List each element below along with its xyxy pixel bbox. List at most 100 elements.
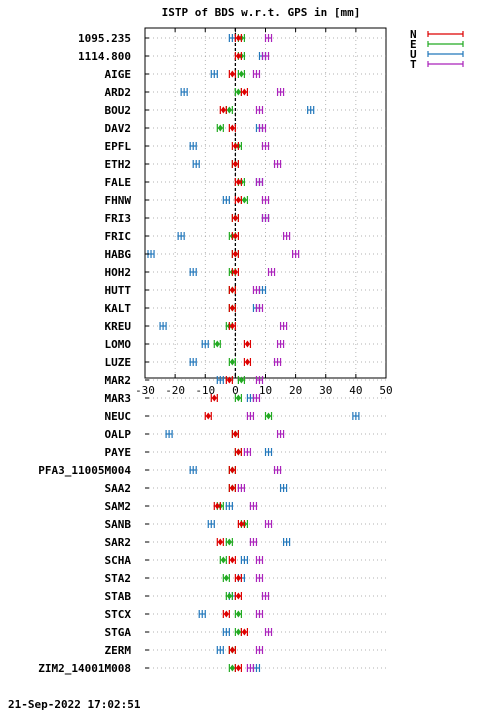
point-N-STAB [234,592,242,600]
svg-text:T: T [410,58,417,71]
point-N-MAR2 [225,376,233,384]
point-U-ZIM2_14001M008 [252,664,261,672]
point-U-MAR2 [216,376,224,384]
point-T-SAM2 [249,502,258,510]
point-N-SAM2 [213,502,221,510]
point-N-1095.235 [234,34,242,42]
point-E-DAV2 [216,124,224,132]
point-N-STGA [240,628,249,636]
point-E-STAB [225,592,233,600]
point-N-ETH2 [231,160,239,168]
station-label: HUTT [105,284,132,297]
point-T-PFA3_11005M004 [273,466,282,474]
svg-text:E: E [410,38,417,51]
legend-entry-N: N [410,28,464,41]
point-T-STAB [261,592,270,600]
point-U-KREU [159,322,167,330]
x-tick-label: -30 [135,384,155,397]
station-label: ZERM [105,644,132,657]
station-label: FHNW [105,194,132,207]
point-T-LUZE [273,358,282,366]
point-E-STGA [234,628,242,636]
point-T-SANB [264,520,273,528]
point-N-ARD2 [240,88,249,96]
station-label: ZIM2_14001M008 [38,662,131,675]
point-N-SANB [237,520,246,528]
point-E-SCHA [219,556,227,564]
point-N-HUTT [228,286,236,294]
point-T-KREU [279,322,288,330]
point-T-EPFL [261,142,270,150]
point-U-STGA [222,628,230,636]
point-E-MAR3 [234,394,242,402]
svg-text:U: U [410,48,417,61]
station-label: 1095.235 [78,32,131,45]
point-U-MAR3 [246,394,255,402]
station-label: MAR3 [105,392,132,405]
point-N-KALT [228,304,236,312]
point-E-AIGE [237,70,246,78]
point-N-FHNW [234,196,242,204]
station-label: AIGE [105,68,132,81]
point-N-NEUC [204,412,212,420]
x-tick-label: -10 [195,384,215,397]
point-U-ETH2 [192,160,200,168]
point-U-SAR2 [282,538,291,546]
point-T-PAYE [243,448,252,456]
station-label: BOU2 [105,104,132,117]
point-U-HOH2 [189,268,197,276]
point-T-FRIC [282,232,291,240]
station-label: SAA2 [105,482,132,495]
station-label: SANB [105,518,132,531]
point-N-SCHA [228,556,236,564]
point-T-1114.800 [261,52,270,60]
point-N-FRI3 [231,214,239,222]
station-label: PAYE [105,446,132,459]
point-U-SCHA [240,556,249,564]
point-U-STCX [198,610,206,618]
station-label: ARD2 [105,86,132,99]
station-label: FRI3 [105,212,132,225]
point-T-NEUC [246,412,255,420]
point-T-SCHA [255,556,264,564]
point-T-OALP [276,430,285,438]
point-T-ETH2 [273,160,282,168]
point-T-HUTT [252,286,261,294]
point-U-LOMO [201,340,209,348]
point-U-LUZE [189,358,197,366]
x-tick-label: 10 [259,384,272,397]
point-U-1095.235 [228,34,236,42]
point-E-LUZE [228,358,236,366]
point-N-FALE [234,178,242,186]
point-N-EPFL [231,142,239,150]
x-tick-label: 20 [289,384,302,397]
legend-entry-T: T [410,58,464,71]
station-labels: 1095.235 1114.800 AIGE ARD2 BOU2 DAV2 EPFL ETH2… [38,32,149,675]
legend-entry-U: U [410,48,464,61]
station-label: SCHA [105,554,132,567]
point-T-SAA2 [237,484,246,492]
point-U-ZERM [216,646,224,654]
timestamp: 21-Sep-2022 17:02:51 [8,698,141,711]
point-N-LUZE [243,358,252,366]
x-tick-label: 50 [379,384,392,397]
point-T-HABG [292,250,300,258]
station-label: SAM2 [105,500,132,513]
station-label: STGA [105,626,132,639]
station-label: LUZE [105,356,132,369]
x-axis-ticks: -30 -20 -10 0 10 20 30 40 50 [135,28,393,397]
point-T-AIGE [252,70,261,78]
legend-entry-E: E [410,38,464,51]
point-T-SAR2 [249,538,258,546]
station-label: STAB [105,590,132,603]
point-N-PAYE [234,448,242,456]
point-T-STA2 [255,574,264,582]
x-tick-label: -20 [165,384,185,397]
point-T-HOH2 [267,268,276,276]
point-E-BOU2 [225,106,233,114]
station-label: FALE [105,176,132,189]
station-label: DAV2 [105,122,132,135]
station-label: MAR2 [105,374,132,387]
point-T-ZIM2_14001M008 [246,664,255,672]
station-label: HOH2 [105,266,132,279]
